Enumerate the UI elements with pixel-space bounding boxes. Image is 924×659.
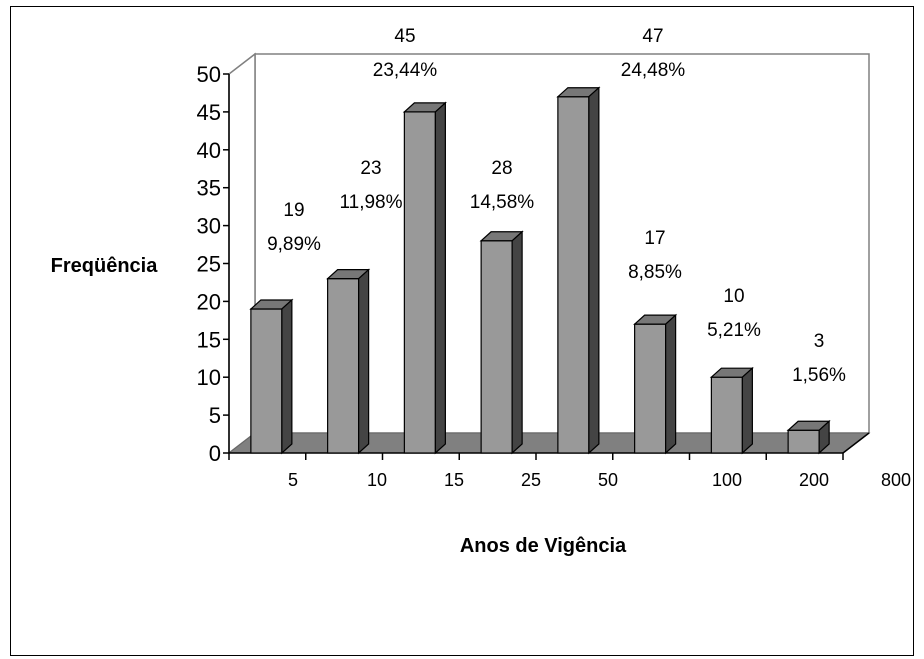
y-tick-label: 45 bbox=[197, 100, 221, 125]
y-tick-label: 0 bbox=[209, 441, 221, 466]
bar-value-label: 3 bbox=[814, 331, 825, 352]
bar-percent-label: 23,44% bbox=[373, 60, 438, 81]
chart-floor bbox=[227, 432, 871, 454]
bar bbox=[403, 111, 436, 454]
bar-side bbox=[818, 419, 830, 455]
axes: 0 5 10 15 20 25 30 35 40 45 50 bbox=[197, 52, 871, 466]
bar-group bbox=[556, 86, 601, 455]
bar-percent-label: 24,48% bbox=[621, 60, 686, 81]
bar-side bbox=[511, 230, 523, 455]
x-tick-label: 10 bbox=[367, 470, 387, 490]
bar-group bbox=[786, 419, 831, 455]
y-tick-label: 15 bbox=[197, 327, 221, 352]
bar-percent-label: 8,85% bbox=[628, 262, 682, 283]
bar bbox=[327, 278, 360, 454]
bars bbox=[249, 86, 831, 455]
y-tick-label: 20 bbox=[197, 289, 221, 314]
bar-value-label: 23 bbox=[360, 158, 381, 179]
bar-side bbox=[665, 313, 677, 455]
y-tick-label: 50 bbox=[197, 62, 221, 87]
x-tick-label: 200 bbox=[799, 470, 829, 490]
bar-value-label: 19 bbox=[283, 200, 304, 221]
bar bbox=[710, 376, 743, 454]
bar-percent-label: 11,98% bbox=[339, 192, 402, 213]
bar bbox=[557, 96, 590, 454]
y-tick-label: 5 bbox=[209, 403, 221, 428]
x-tick-label: 800 bbox=[881, 470, 911, 490]
x-tick-label: 50 bbox=[598, 470, 618, 490]
y-tick-label: 30 bbox=[197, 214, 221, 239]
x-tick-label: 25 bbox=[521, 470, 541, 490]
bar-percent-label: 9,89% bbox=[267, 234, 321, 255]
bar-side bbox=[434, 101, 446, 455]
bar-group bbox=[326, 268, 371, 455]
bar-value-label: 17 bbox=[644, 228, 665, 249]
bar-value-label: 28 bbox=[491, 158, 512, 179]
bar-percent-label: 1,56% bbox=[792, 365, 846, 386]
bar bbox=[250, 308, 283, 454]
bar-value-label: 10 bbox=[723, 286, 744, 307]
bar-value-label: 45 bbox=[394, 26, 415, 47]
y-tick-label: 35 bbox=[197, 176, 221, 201]
bar-side bbox=[741, 366, 753, 455]
x-tick-label: 5 bbox=[288, 470, 298, 490]
bar bbox=[787, 429, 820, 454]
bar-side bbox=[588, 86, 600, 455]
bar-group bbox=[479, 230, 524, 455]
bar-group bbox=[633, 313, 678, 455]
y-axis-title: Freqüência bbox=[51, 255, 159, 277]
bar-side bbox=[281, 298, 293, 455]
x-axis-title: Anos de Vigência bbox=[460, 535, 627, 557]
bar bbox=[480, 240, 513, 454]
x-axis-depth-line bbox=[842, 432, 870, 454]
bar-value-label: 47 bbox=[642, 26, 663, 47]
bar-percent-label: 5,21% bbox=[707, 320, 761, 341]
bar-percent-label: 14,58% bbox=[470, 192, 535, 213]
bar-group bbox=[709, 366, 754, 455]
y-tick-label: 10 bbox=[197, 365, 221, 390]
chart-frame bbox=[10, 6, 914, 656]
x-tick-label: 15 bbox=[444, 470, 464, 490]
bar-group bbox=[249, 298, 294, 455]
bar bbox=[634, 323, 667, 454]
bar-group bbox=[402, 101, 447, 455]
labels: 5 10 15 25 50 100 200 800 19 9,89% 23 11,98% 45 23,44… bbox=[267, 26, 911, 490]
x-tick-label: 100 bbox=[712, 470, 742, 490]
bar-side bbox=[358, 268, 370, 455]
y-tick-label: 40 bbox=[197, 138, 221, 163]
y-tick-label: 25 bbox=[197, 252, 221, 277]
